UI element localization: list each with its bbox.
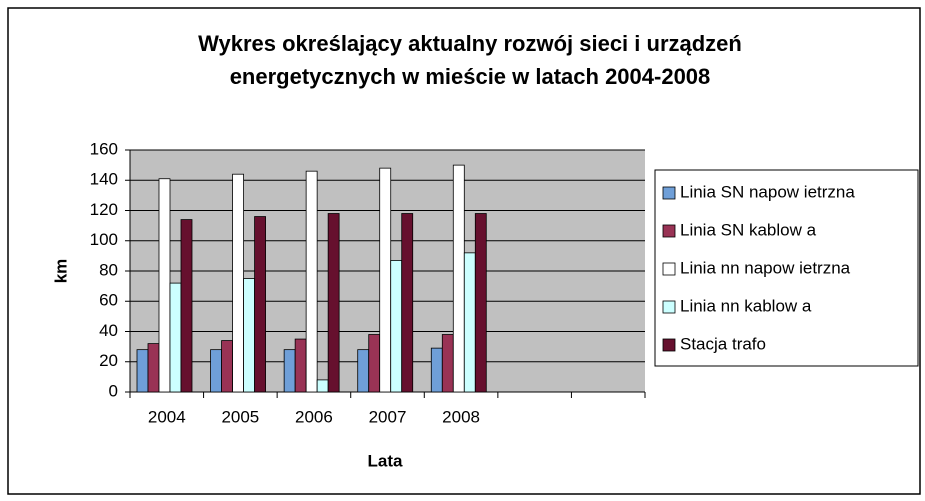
x-tick-label: 2004 (148, 407, 186, 426)
y-axis-label: km (51, 259, 70, 284)
legend (654, 169, 919, 367)
bar (243, 278, 255, 393)
y-tick-label: 100 (90, 230, 118, 249)
y-tick-label: 40 (99, 321, 118, 340)
y-tick-label: 140 (90, 170, 118, 189)
bar (283, 349, 296, 393)
x-axis-label: Lata (368, 451, 404, 470)
bar (452, 164, 465, 393)
bar (180, 219, 193, 393)
x-tick-label: 2005 (221, 407, 259, 426)
legend-swatch (662, 300, 676, 314)
bar (390, 260, 403, 393)
legend-label: Linia SN kablow a (680, 220, 817, 239)
bar (430, 347, 443, 393)
x-tick-label: 2006 (295, 407, 333, 426)
bar (441, 334, 454, 393)
bar (357, 349, 370, 393)
bar (463, 252, 476, 393)
bar (147, 343, 160, 393)
y-tick-label: 60 (99, 291, 118, 310)
y-tick-label: 20 (99, 351, 118, 370)
y-tick-label: 80 (99, 260, 118, 279)
x-tick-label: 2008 (442, 407, 480, 426)
bar (379, 167, 392, 393)
legend-swatch (662, 186, 676, 200)
bar (316, 379, 329, 393)
bar (305, 170, 318, 393)
y-tick-label: 120 (90, 200, 118, 219)
bar (210, 349, 222, 393)
x-tick-label: 2007 (369, 407, 407, 426)
bar (294, 338, 307, 393)
bar (232, 173, 244, 393)
bar (327, 213, 340, 393)
bar (254, 216, 266, 393)
legend-label: Linia SN napow ietrzna (680, 182, 855, 201)
bar (136, 349, 149, 393)
chart-title: energetycznych w mieście w latach 2004-2… (230, 64, 711, 89)
legend-swatch (662, 262, 676, 276)
bar (169, 282, 182, 393)
bar (474, 213, 487, 393)
bar (158, 178, 171, 393)
chart-title: Wykres określający aktualny rozwój sieci… (198, 31, 742, 56)
legend-label: Linia nn kablow a (680, 296, 812, 315)
legend-label: Linia nn napow ietrzna (680, 258, 851, 277)
y-tick-label: 0 (109, 381, 118, 400)
bar (401, 213, 414, 393)
y-tick-label: 160 (90, 139, 118, 158)
bar (221, 340, 233, 393)
legend-swatch (662, 338, 676, 352)
legend-swatch (662, 224, 676, 238)
bar (368, 334, 381, 393)
legend-label: Stacja trafo (680, 334, 766, 353)
